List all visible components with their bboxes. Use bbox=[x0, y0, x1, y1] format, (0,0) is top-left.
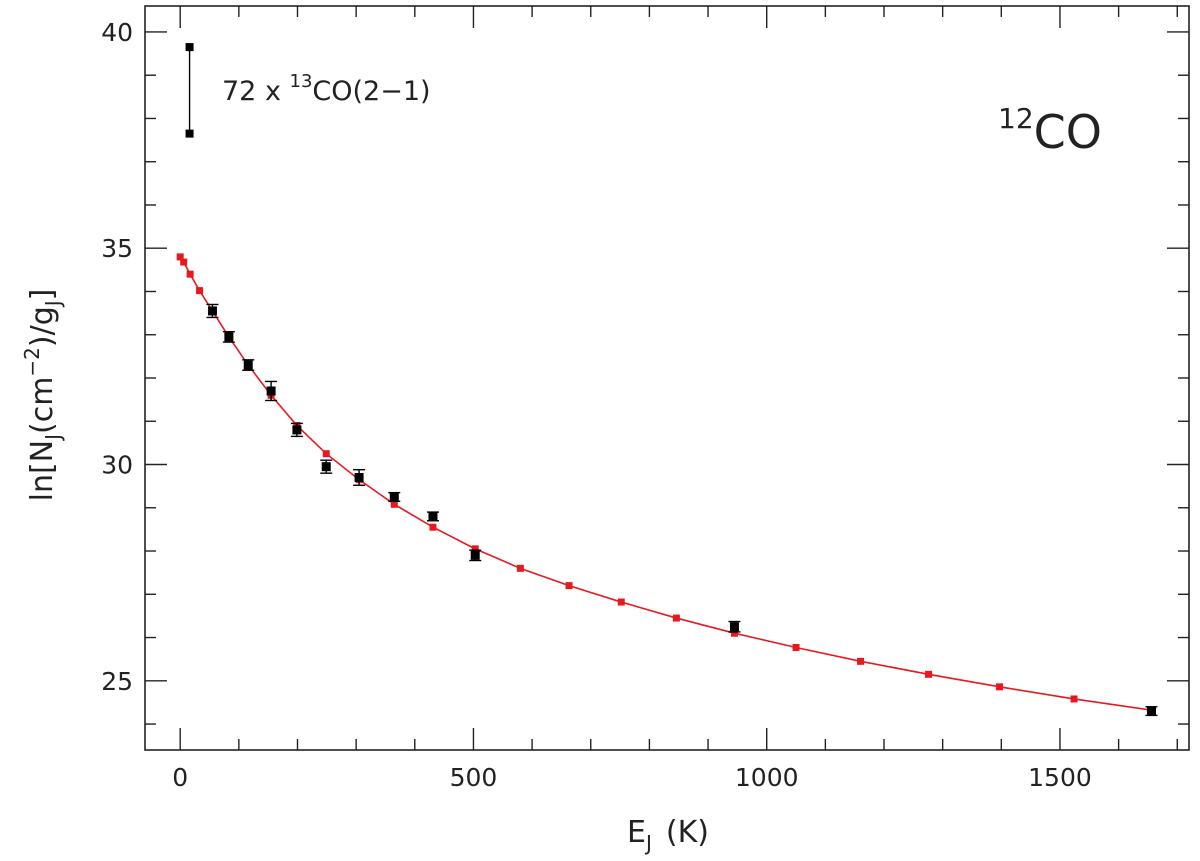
observed-point bbox=[292, 425, 302, 435]
model-point bbox=[617, 598, 625, 606]
observed-point bbox=[207, 306, 217, 316]
model-point bbox=[565, 582, 573, 590]
model-point bbox=[857, 657, 865, 665]
model-point bbox=[322, 450, 330, 458]
y-axis-label: ln[NJ(cm−2)/gJ] bbox=[20, 289, 65, 502]
scale-bar-bottom-marker bbox=[185, 129, 194, 138]
observed-point bbox=[428, 511, 438, 521]
y-tick-label: 30 bbox=[101, 451, 133, 480]
model-series bbox=[176, 253, 1155, 714]
y-tick-label: 35 bbox=[101, 234, 133, 263]
model-point bbox=[730, 629, 738, 637]
y-tick-label: 25 bbox=[101, 667, 133, 696]
model-point bbox=[186, 270, 194, 278]
model-point bbox=[471, 545, 479, 553]
model-point bbox=[429, 523, 437, 531]
model-point bbox=[1070, 695, 1078, 703]
model-point bbox=[792, 643, 800, 651]
axes: 0 500 1000 1500 25 30 35 40 bbox=[101, 5, 1190, 792]
species-label: 12CO bbox=[998, 102, 1102, 159]
model-point bbox=[516, 564, 524, 572]
model-point bbox=[390, 500, 398, 508]
model-point bbox=[996, 683, 1004, 691]
observed-point bbox=[354, 472, 364, 482]
observed-point bbox=[266, 386, 276, 396]
observed-point bbox=[224, 332, 234, 342]
observed-point bbox=[1146, 706, 1156, 716]
observed-point bbox=[321, 462, 331, 472]
x-tick-label: 1000 bbox=[735, 763, 799, 792]
model-point bbox=[196, 287, 204, 295]
observed-point bbox=[389, 492, 399, 502]
x-tick-label: 1500 bbox=[1028, 763, 1092, 792]
annotation-layer bbox=[185, 43, 194, 138]
model-curve bbox=[179, 256, 1152, 711]
x-tick-label: 500 bbox=[450, 763, 498, 792]
observed-point bbox=[243, 360, 253, 370]
model-point bbox=[176, 253, 184, 261]
scale-bar-top-marker bbox=[185, 43, 194, 52]
observed-point bbox=[729, 622, 739, 632]
scale-bar-label: 72 x 13CO(2−1) bbox=[222, 71, 431, 107]
x-axis-label: EJ (K) bbox=[627, 815, 709, 855]
x-tick-label: 0 bbox=[172, 763, 188, 792]
y-tick-label: 40 bbox=[101, 18, 133, 47]
model-point bbox=[672, 614, 680, 622]
observed-series bbox=[206, 303, 1158, 717]
observed-point bbox=[470, 550, 480, 560]
model-point bbox=[925, 670, 933, 678]
model-point bbox=[180, 258, 188, 266]
